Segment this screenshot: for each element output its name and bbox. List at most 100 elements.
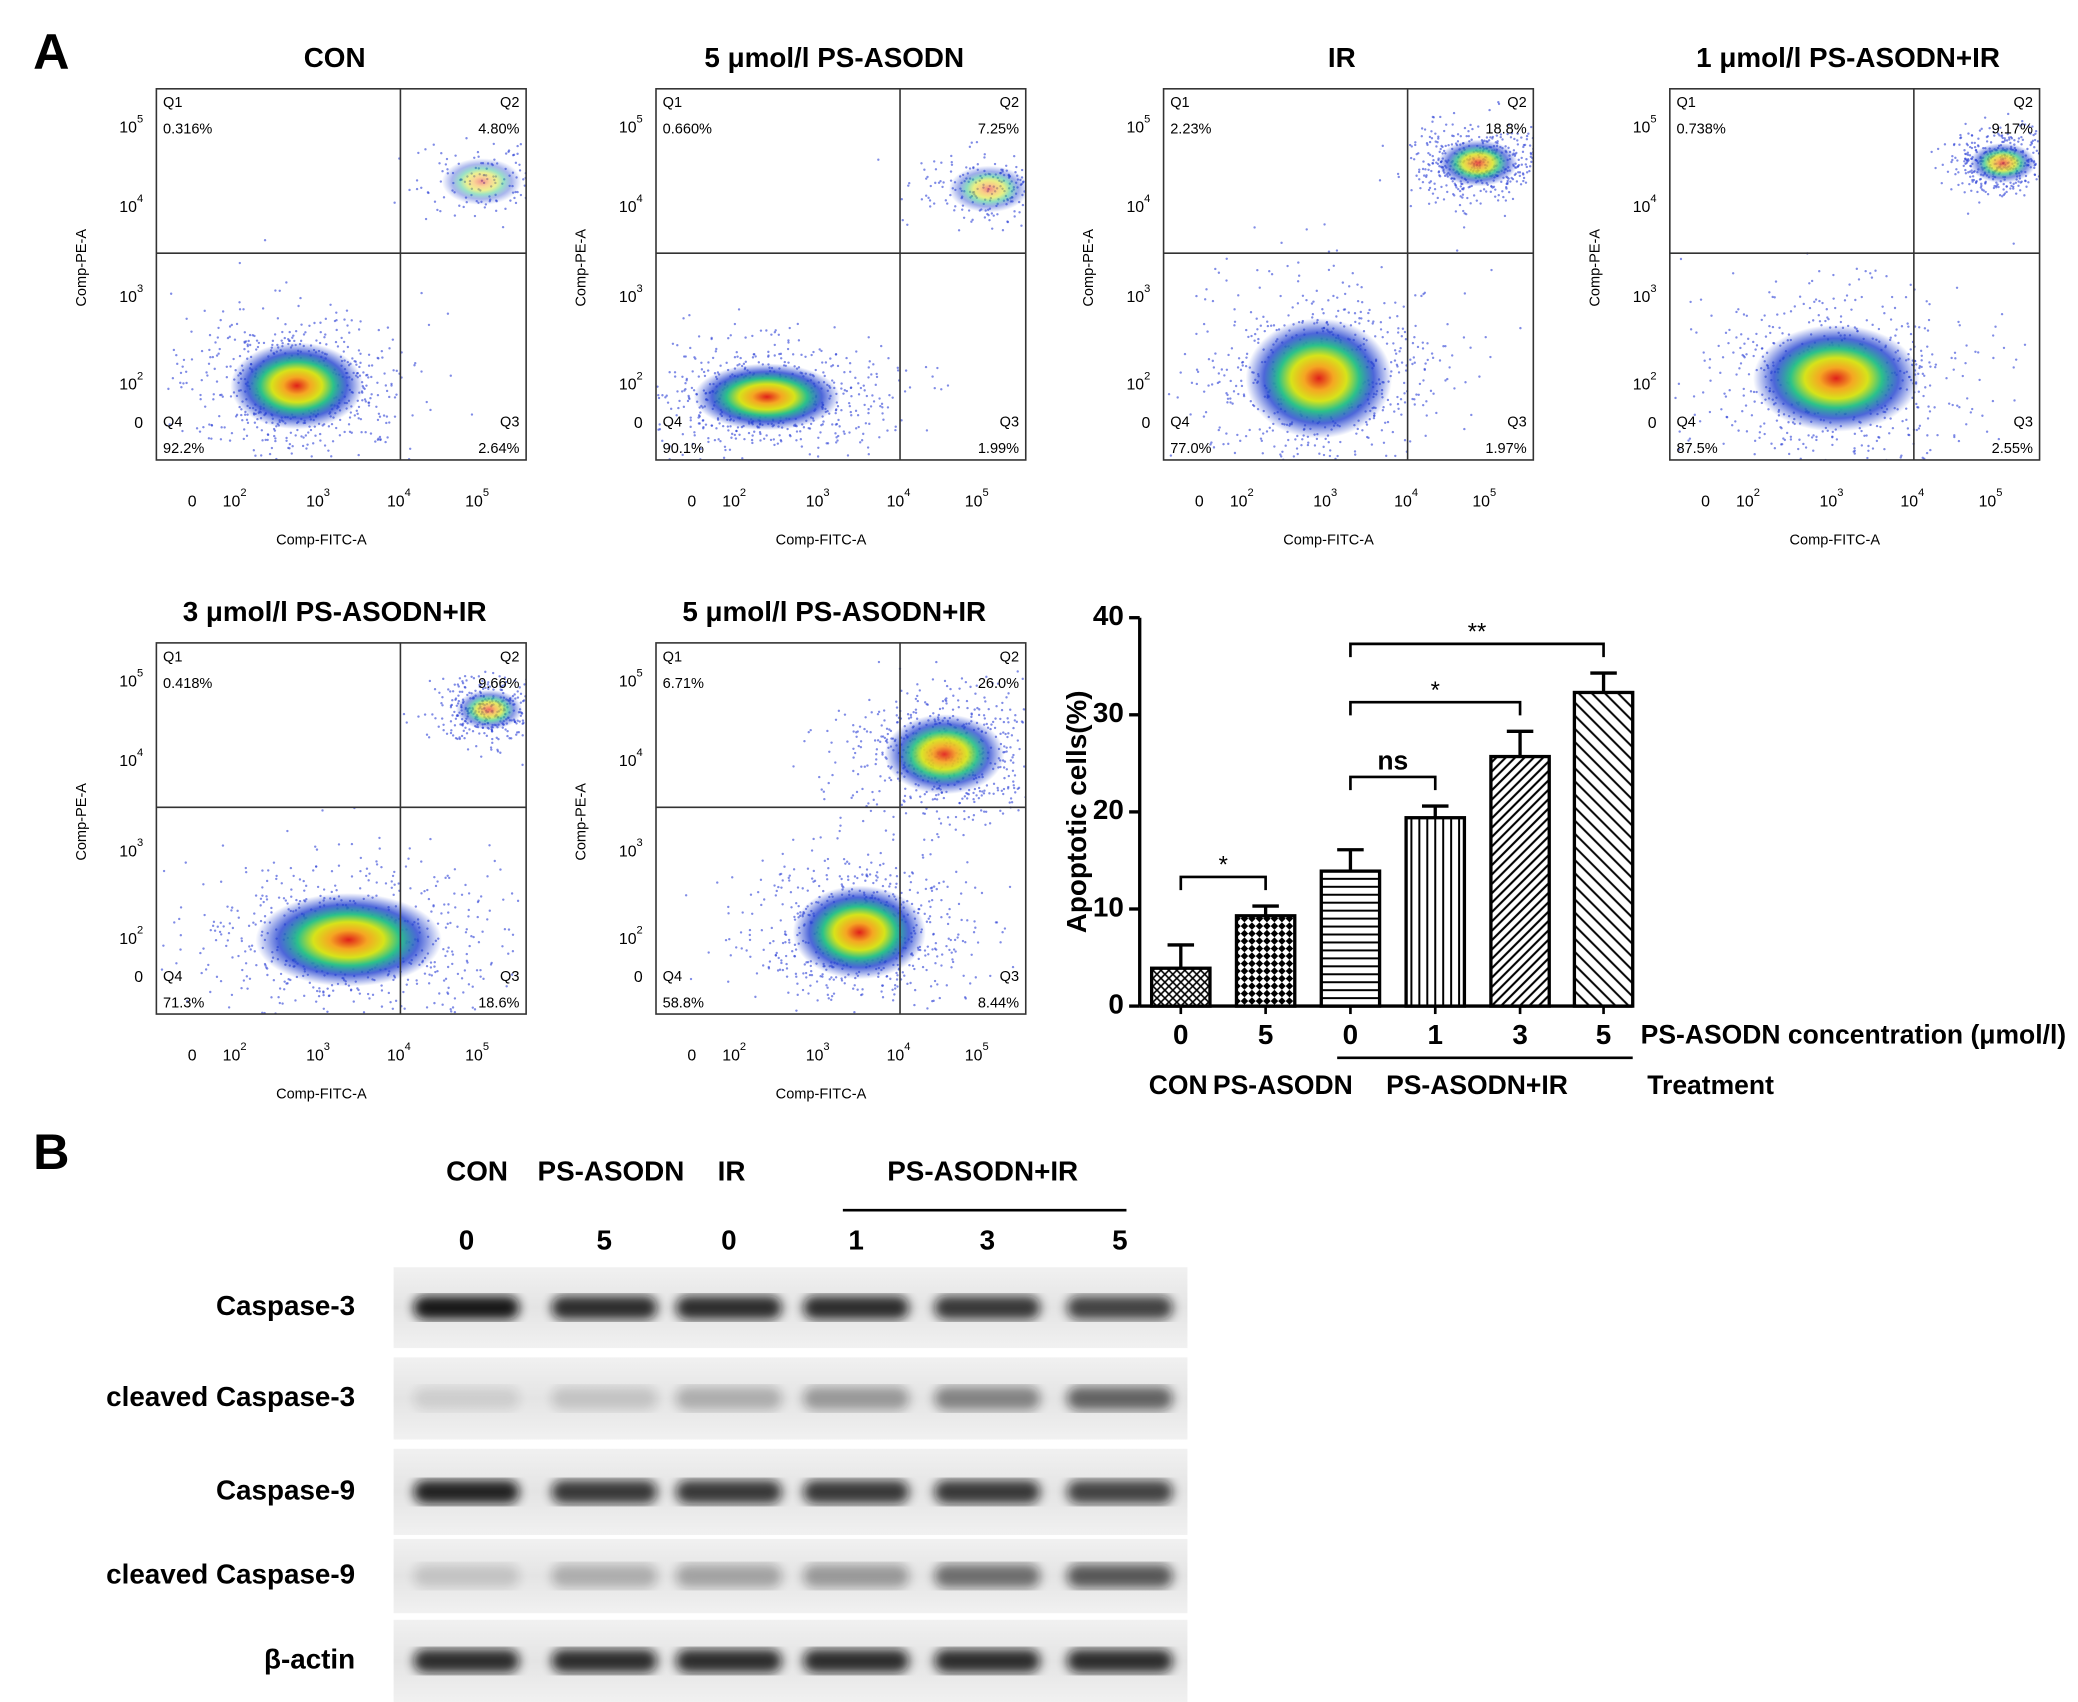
dot	[380, 1005, 384, 1008]
dot	[707, 437, 710, 440]
dot	[272, 861, 276, 864]
dot	[924, 194, 928, 197]
dot	[317, 994, 321, 998]
dot	[991, 227, 994, 230]
dot	[445, 157, 449, 161]
dot	[1030, 168, 1032, 170]
dot	[1190, 381, 1194, 385]
dot	[778, 352, 781, 356]
dot	[1258, 286, 1261, 289]
dot	[240, 986, 243, 990]
dot	[1909, 332, 1913, 336]
dot	[1367, 311, 1370, 315]
dot	[940, 388, 943, 391]
dot	[1955, 286, 1959, 289]
y-tick-label-base: 0	[134, 415, 143, 432]
dot	[881, 412, 884, 415]
dot	[1878, 436, 1881, 439]
dot	[2005, 139, 2009, 142]
quadrant-percent: 1.97%	[1485, 441, 1526, 457]
dot	[1248, 428, 1251, 432]
dot	[1418, 178, 1421, 181]
x-tick-label-exp: 2	[240, 487, 246, 499]
dot	[2013, 399, 2016, 402]
dot	[961, 208, 964, 211]
dot	[313, 321, 316, 325]
dot	[1269, 324, 1273, 327]
dot	[270, 1041, 272, 1043]
dot	[1501, 190, 1504, 193]
dot	[1797, 447, 1800, 451]
dot	[207, 362, 211, 365]
x-tick-label-base: 10	[1394, 494, 1412, 511]
dot	[604, 363, 606, 365]
dot	[210, 437, 213, 440]
dot	[356, 412, 359, 416]
dot	[1559, 160, 1561, 162]
dot	[1195, 368, 1199, 371]
dot	[830, 365, 833, 368]
dot	[1818, 299, 1821, 303]
dot	[1742, 387, 1745, 391]
dot	[1438, 150, 1441, 154]
dot	[466, 961, 469, 964]
dot	[172, 348, 176, 352]
dot	[149, 352, 151, 354]
dot	[417, 151, 420, 155]
dot	[252, 449, 256, 452]
dot	[510, 973, 514, 976]
dot	[473, 214, 477, 218]
dot	[1227, 442, 1230, 446]
dot	[283, 980, 286, 983]
dot	[1735, 373, 1738, 376]
y-tick-label-base: 10	[619, 377, 637, 394]
dot	[440, 152, 443, 155]
dot	[965, 166, 968, 169]
dot	[1504, 199, 1508, 202]
dot	[1281, 492, 1283, 494]
dot	[240, 937, 243, 940]
y-tick-label-exp: 4	[1650, 193, 1656, 205]
dot	[319, 439, 322, 442]
dot	[1951, 154, 1954, 158]
dot	[2028, 125, 2031, 128]
dot	[1287, 501, 1289, 503]
dot	[460, 893, 464, 896]
dot	[1782, 437, 1785, 440]
dot	[1434, 140, 1437, 143]
dot	[318, 990, 321, 993]
dot	[1327, 441, 1330, 444]
dot	[1270, 273, 1274, 276]
dot	[1257, 341, 1260, 345]
dot	[1453, 194, 1456, 197]
dot	[834, 353, 838, 356]
dot	[1462, 209, 1465, 213]
dot	[1280, 455, 1283, 458]
dot	[1845, 294, 1849, 297]
dot	[302, 436, 305, 439]
dot	[420, 370, 423, 373]
dot	[444, 163, 448, 166]
dot	[1934, 363, 1938, 366]
dot	[718, 422, 721, 425]
dot	[195, 427, 199, 430]
dot	[1959, 136, 1962, 140]
dot	[329, 471, 331, 473]
dot	[2042, 163, 2044, 165]
dot	[1559, 179, 1561, 181]
dot	[427, 323, 431, 327]
dot	[816, 455, 820, 458]
dot	[1339, 440, 1342, 444]
dot	[1225, 279, 1228, 282]
dot	[1920, 365, 1923, 369]
dot	[226, 905, 229, 908]
dot	[253, 421, 257, 424]
dot	[1491, 186, 1494, 189]
y-tick-label: 0	[634, 415, 643, 432]
dot	[863, 389, 866, 392]
dot	[504, 152, 508, 155]
x-tick-label: 103	[806, 487, 830, 511]
y-tick-label-base: 10	[1633, 199, 1651, 216]
dot	[1370, 443, 1374, 446]
dot	[536, 400, 538, 402]
